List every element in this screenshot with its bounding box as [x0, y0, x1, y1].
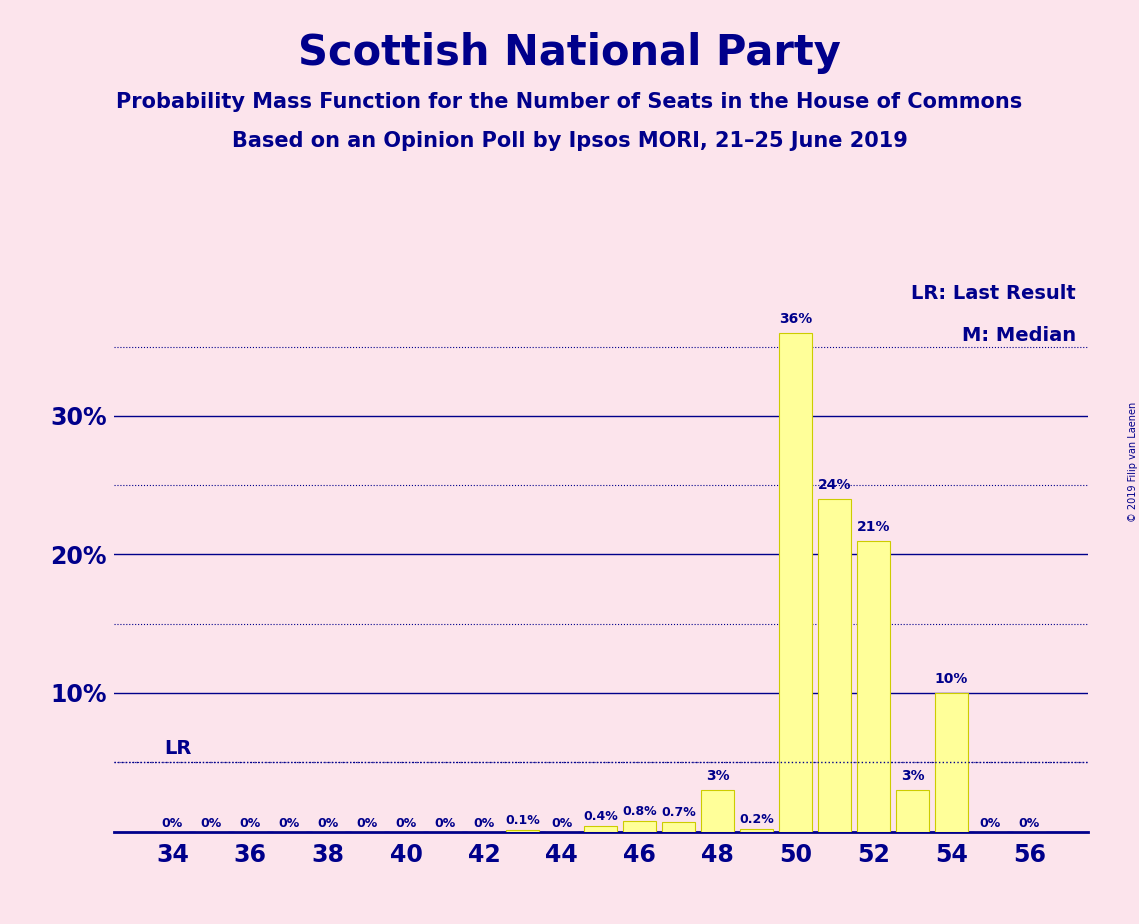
Bar	[702, 790, 735, 832]
Text: 0%: 0%	[474, 817, 494, 830]
Text: 0%: 0%	[200, 817, 222, 830]
Text: 0%: 0%	[279, 817, 300, 830]
Text: 21%: 21%	[857, 519, 891, 534]
Text: Probability Mass Function for the Number of Seats in the House of Commons: Probability Mass Function for the Number…	[116, 92, 1023, 113]
Text: LR: LR	[164, 739, 191, 758]
Bar	[779, 333, 812, 832]
Text: 3%: 3%	[901, 769, 924, 784]
Text: 0%: 0%	[239, 817, 261, 830]
Bar	[507, 830, 540, 832]
Text: LR: Last Result: LR: Last Result	[911, 285, 1076, 303]
Bar	[857, 541, 890, 832]
Text: 0.2%: 0.2%	[739, 813, 775, 826]
Text: Based on an Opinion Poll by Ipsos MORI, 21–25 June 2019: Based on an Opinion Poll by Ipsos MORI, …	[231, 131, 908, 152]
Text: 0.8%: 0.8%	[623, 805, 657, 818]
Bar	[584, 826, 617, 832]
Text: 0.7%: 0.7%	[662, 806, 696, 819]
Text: 0.1%: 0.1%	[506, 814, 540, 828]
Text: 0%: 0%	[980, 817, 1001, 830]
Bar	[662, 822, 695, 832]
Bar	[623, 821, 656, 832]
Text: Scottish National Party: Scottish National Party	[298, 32, 841, 74]
Bar	[740, 829, 773, 832]
Text: 0.4%: 0.4%	[583, 810, 618, 823]
Text: 0%: 0%	[162, 817, 183, 830]
Bar	[818, 499, 851, 832]
Text: 36%: 36%	[779, 311, 812, 326]
Text: 0%: 0%	[434, 817, 456, 830]
Text: 24%: 24%	[818, 478, 851, 492]
Text: 10%: 10%	[935, 672, 968, 686]
Text: M: M	[819, 650, 850, 680]
Text: 0%: 0%	[1018, 817, 1040, 830]
Text: © 2019 Filip van Laenen: © 2019 Filip van Laenen	[1129, 402, 1138, 522]
Bar	[935, 693, 968, 832]
Text: M: Median: M: Median	[962, 326, 1076, 345]
Text: 0%: 0%	[551, 817, 573, 830]
Bar	[896, 790, 929, 832]
Text: 0%: 0%	[357, 817, 378, 830]
Text: 3%: 3%	[706, 769, 729, 784]
Text: 0%: 0%	[395, 817, 417, 830]
Text: 0%: 0%	[318, 817, 338, 830]
